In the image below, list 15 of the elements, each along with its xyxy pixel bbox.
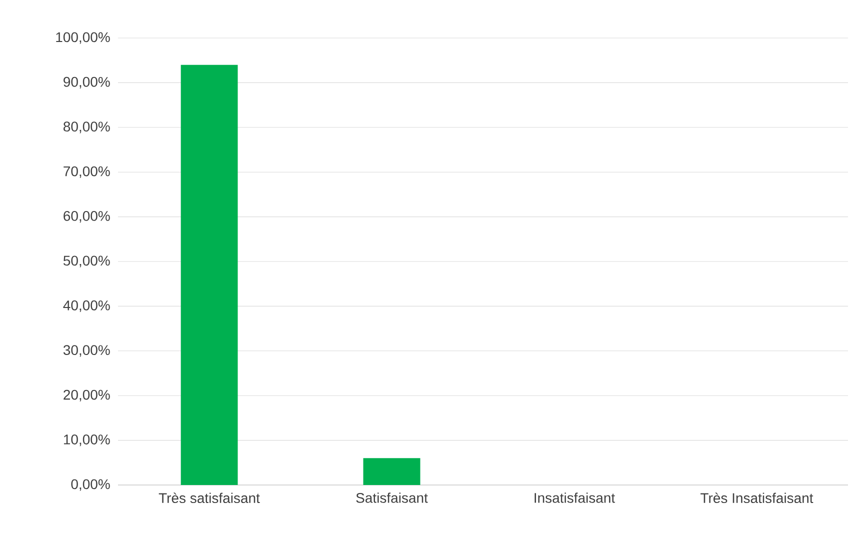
y-tick-label: 20,00% — [64, 390, 110, 402]
x-tick-label: Insatisfaisant — [534, 492, 615, 503]
y-tick-label: 10,00% — [64, 434, 110, 446]
y-tick-label: 80,00% — [64, 122, 110, 134]
x-tick-label: Satisfaisant — [356, 492, 428, 503]
y-tick-label: 30,00% — [63, 345, 110, 357]
x-tick-label: Très satisfaisant — [158, 492, 260, 504]
y-tick-label: 90,00% — [64, 76, 110, 88]
y-tick-label: 40,00% — [63, 300, 110, 312]
y-tick-label: 60,00% — [64, 211, 110, 223]
x-tick-label: Très Insatisfaisant — [700, 492, 814, 504]
y-tick-label: 70,00% — [64, 166, 110, 178]
y-tick-label: 50,00% — [63, 256, 110, 268]
y-tick-label: 0,00% — [71, 479, 110, 491]
y-tick-label: 100,00% — [56, 32, 110, 44]
